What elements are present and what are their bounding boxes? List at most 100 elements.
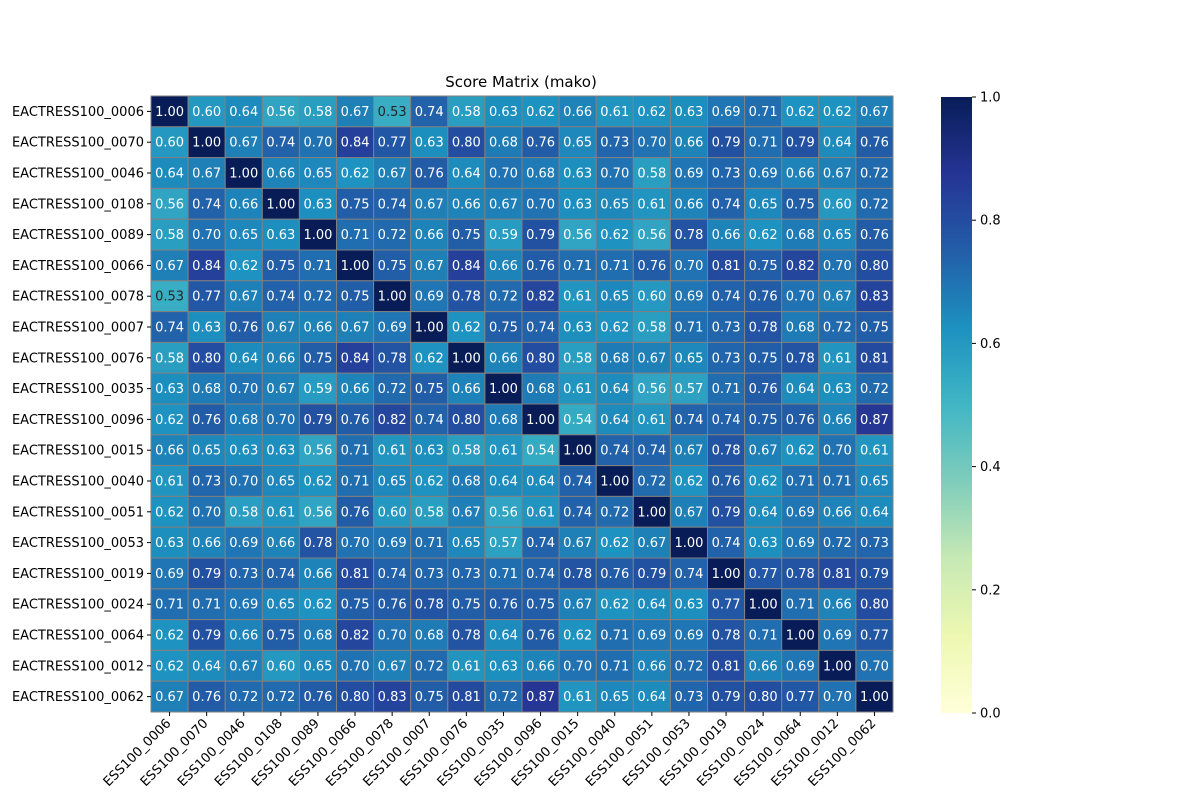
heatmap-cell: 0.78 [447, 280, 486, 313]
cell-value-label: 0.62 [786, 105, 815, 120]
heatmap-cell: 0.68 [521, 157, 560, 189]
heatmap-cell: 0.54 [521, 434, 560, 467]
heatmap-cell-rect [818, 249, 857, 282]
cell-value-label: 0.76 [192, 690, 221, 705]
heatmap-cell-rect [187, 680, 226, 713]
heatmap-cell: 0.58 [632, 311, 671, 343]
cell-value-label: 0.58 [415, 505, 444, 520]
heatmap-cell-rect [558, 187, 597, 220]
heatmap-cell: 0.67 [484, 187, 523, 220]
heatmap-cell-rect [707, 341, 746, 374]
heatmap-cell-rect [410, 311, 449, 343]
heatmap-cell-rect [707, 95, 746, 128]
heatmap-cell-rect [818, 95, 857, 128]
heatmap-cell: 0.79 [781, 126, 820, 159]
heatmap-cell: 0.75 [336, 280, 375, 313]
cell-value-label: 0.66 [192, 536, 221, 551]
cell-value-label: 0.79 [637, 567, 666, 582]
heatmap-cell-rect [855, 249, 894, 282]
heatmap-cell: 0.71 [595, 619, 634, 651]
cell-value-label: 0.70 [786, 290, 815, 305]
heatmap-cell: 0.69 [410, 280, 449, 313]
cell-value-label: 0.66 [786, 167, 815, 182]
heatmap-cell: 0.74 [373, 187, 412, 220]
heatmap-cell: 0.64 [595, 372, 634, 405]
heatmap-cell: 0.66 [298, 311, 337, 343]
cell-value-label: 0.82 [526, 290, 555, 305]
heatmap-cell: 0.75 [373, 249, 412, 282]
cell-value-label: 0.67 [266, 382, 295, 397]
heatmap-cell: 0.75 [521, 588, 560, 621]
heatmap-cell-rect [410, 557, 449, 590]
heatmap-cell: 0.60 [818, 187, 857, 220]
y-tick-label: EACTRESS100_0046 [12, 167, 144, 182]
heatmap-cell-rect [410, 403, 449, 436]
heatmap-cell-rect [484, 403, 523, 436]
heatmap-cell-rect [521, 218, 560, 251]
heatmap-cell: 0.64 [632, 680, 671, 713]
heatmap-cell: 0.76 [855, 218, 894, 251]
heatmap-cell: 0.59 [298, 372, 337, 405]
cell-value-label: 1.00 [452, 351, 481, 366]
heatmap-cell: 0.78 [669, 218, 709, 251]
y-tick-label: EACTRESS100_0089 [12, 228, 144, 243]
cell-value-label: 0.79 [860, 567, 889, 582]
heatmap-cell-rect [855, 187, 894, 220]
cell-value-label: 0.87 [860, 413, 889, 428]
heatmap-cell: 0.61 [484, 434, 523, 467]
heatmap-cell: 0.58 [150, 218, 189, 251]
cell-value-label: 0.65 [749, 197, 778, 212]
heatmap-cell-rect [855, 619, 894, 651]
heatmap-cell: 0.68 [410, 619, 449, 651]
heatmap-cell-rect [707, 588, 746, 621]
heatmap-cell: 0.66 [484, 341, 523, 374]
cell-value-label: 0.64 [637, 690, 666, 705]
heatmap-cell-rect [707, 249, 746, 282]
heatmap-cell-rect [669, 588, 709, 621]
heatmap-cell: 0.63 [298, 187, 337, 220]
cell-value-label: 0.74 [526, 536, 555, 551]
cell-value-label: 0.65 [600, 690, 629, 705]
heatmap-cell: 0.70 [818, 434, 857, 467]
cell-value-label: 0.66 [303, 567, 332, 582]
cell-value-label: 0.76 [229, 321, 258, 336]
heatmap-cell-rect [707, 465, 746, 497]
heatmap-cell: 0.72 [818, 526, 857, 559]
y-tick-label: EACTRESS100_0064 [12, 629, 144, 644]
heatmap-cell-rect [224, 649, 263, 682]
cell-value-label: 0.76 [526, 259, 555, 274]
heatmap-cell-rect [781, 526, 820, 559]
cell-value-label: 0.76 [378, 598, 407, 613]
heatmap-cell: 0.56 [632, 218, 671, 251]
heatmap-cell: 0.70 [781, 280, 820, 313]
cell-value-label: 0.62 [155, 505, 184, 520]
heatmap-cell: 0.75 [261, 619, 300, 651]
heatmap-cell-rect [707, 311, 746, 343]
heatmap-cell: 0.72 [484, 680, 523, 713]
cell-value-label: 0.78 [452, 629, 481, 644]
cell-value-label: 0.71 [823, 475, 852, 490]
heatmap-cell: 0.72 [818, 311, 857, 343]
cell-value-label: 0.64 [229, 351, 258, 366]
heatmap-cell-rect [447, 619, 486, 651]
cell-value-label: 0.62 [786, 444, 815, 459]
heatmap-cell: 0.78 [410, 588, 449, 621]
heatmap-cell: 0.87 [521, 680, 560, 713]
heatmap-cell: 0.63 [558, 311, 597, 343]
heatmap-cell: 0.71 [410, 526, 449, 559]
heatmap-cell-rect [410, 218, 449, 251]
heatmap-cell: 0.67 [632, 526, 671, 559]
cell-value-label: 0.64 [489, 475, 518, 490]
cell-value-label: 0.69 [786, 659, 815, 674]
heatmap-cell: 0.72 [855, 372, 894, 405]
heatmap-cell: 0.74 [410, 403, 449, 436]
cell-value-label: 0.66 [674, 136, 703, 151]
heatmap-cell: 0.76 [521, 249, 560, 282]
cell-value-label: 0.67 [674, 444, 703, 459]
heatmap-cell-rect [447, 218, 486, 251]
heatmap-cell: 0.62 [669, 465, 709, 497]
heatmap-cell: 0.73 [595, 126, 634, 159]
heatmap-cell: 0.76 [224, 311, 263, 343]
heatmap-cell: 0.64 [484, 619, 523, 651]
heatmap-cell-rect [373, 126, 412, 159]
